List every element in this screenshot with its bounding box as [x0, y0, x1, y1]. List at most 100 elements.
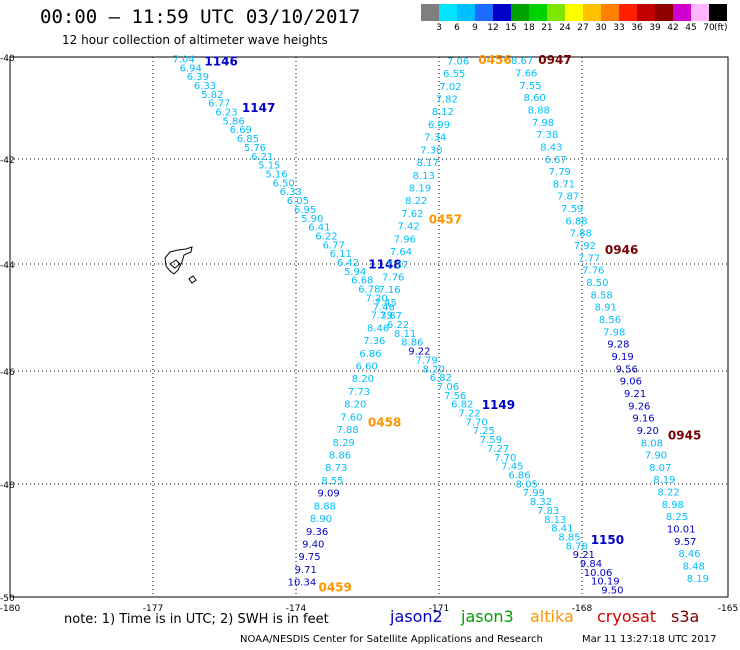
lon-tick-label: -168	[572, 604, 593, 614]
colorbar-tick-label: 24	[559, 23, 571, 33]
wave-height-label: 7.70	[494, 453, 516, 464]
wave-height-label: 5.82	[201, 90, 223, 101]
wave-height-label: 8.20	[352, 374, 374, 385]
colorbar-swatch	[457, 4, 475, 21]
wave-height-label: 7.70	[465, 417, 487, 428]
colorbar-swatch	[601, 4, 619, 21]
footnote: note: 1) Time is in UTC; 2) SWH is in fe…	[64, 612, 329, 627]
legend-entry-jason2: jason2	[390, 607, 443, 626]
wave-height-label: 6.21	[251, 152, 273, 163]
wave-height-label: 8.46	[367, 323, 389, 334]
wave-height-label: 8.86	[401, 338, 423, 349]
wave-height-label: 6.33	[280, 187, 302, 198]
wave-height-label: 10.01	[667, 525, 696, 536]
wave-height-label: 6.68	[351, 276, 373, 287]
wave-height-label: 7.56	[444, 391, 466, 402]
colorbar-tick-label: 45	[685, 23, 697, 33]
lon-tick-label: -171	[429, 604, 449, 614]
wave-height-label: 7.66	[515, 69, 537, 80]
legend-entry-altika: altika	[530, 607, 574, 626]
wave-height-label: 6.67	[544, 155, 566, 166]
wave-height-label: 8.43	[540, 142, 562, 153]
colorbar-swatch	[565, 4, 583, 21]
wave-height-label: 5.15	[258, 161, 280, 172]
colorbar-swatch	[475, 4, 493, 21]
wave-height-label: 7.87	[380, 311, 402, 322]
wave-height-label: 7.30	[420, 145, 442, 156]
pass-time-label: 0457	[429, 213, 462, 227]
wave-height-label: 7.02	[439, 82, 461, 93]
colorbar-swatch	[529, 4, 547, 21]
wave-height-label: 7.38	[536, 130, 558, 141]
colorbar-swatch	[421, 4, 439, 21]
wave-height-label: 7.59	[561, 204, 583, 215]
wave-height-label: 10.06	[584, 568, 613, 579]
wave-height-label: 8.22	[657, 488, 679, 499]
pass-time-label: 1150	[591, 533, 624, 547]
wave-height-label: 9.57	[674, 537, 696, 548]
wave-height-label: 6.60	[356, 362, 378, 373]
pass-time-label: 1147	[242, 101, 275, 115]
pass-time-label: 1149	[482, 398, 515, 412]
wave-height-label: 8.08	[641, 438, 663, 449]
wave-height-label: 6.05	[287, 196, 309, 207]
wave-height-label: 8.55	[321, 476, 343, 487]
wave-height-label: 9.19	[611, 352, 633, 363]
wave-height-label: 9.36	[306, 527, 328, 538]
colorbar-tick-label: 42	[667, 23, 679, 33]
wave-height-label: 9.26	[628, 401, 650, 412]
wave-height-label: 8.19	[687, 574, 709, 585]
colorbar-tick-label: 36	[631, 23, 643, 33]
colorbar-swatch	[655, 4, 673, 21]
wave-height-label: 9.84	[580, 559, 602, 570]
island-outline	[169, 259, 181, 269]
colorbar-swatch	[637, 4, 655, 21]
wave-height-label: 7.88	[570, 229, 592, 240]
wave-height-label: 9.21	[573, 550, 595, 561]
wave-height-label: 5.86	[222, 116, 244, 127]
wave-height-label: 6.88	[565, 216, 587, 227]
wave-height-label: 8.88	[528, 106, 550, 117]
pass-time-label: 0456	[478, 53, 511, 67]
wave-height-label: 8.88	[314, 501, 336, 512]
wave-height-label: 7.83	[537, 506, 559, 517]
colorbar-swatch	[439, 4, 457, 21]
wave-height-label: 7.25	[473, 426, 495, 437]
wave-height-label: 7.90	[645, 451, 667, 462]
wave-height-label: 7.55	[519, 81, 541, 92]
wave-height-label: 7.06	[437, 382, 459, 393]
colorbar-tick-label: 39	[649, 23, 661, 33]
lat-tick-label: -48	[0, 481, 15, 491]
wave-height-label: 7.76	[582, 266, 604, 277]
wave-height-label: 8.48	[683, 562, 705, 573]
islet-outline	[188, 275, 197, 284]
wave-height-label: 8.91	[595, 303, 617, 314]
wave-height-label: 7.45	[375, 298, 397, 309]
pass-time-label: 0459	[318, 581, 351, 595]
legend-entry-s3a: s3a	[671, 607, 700, 626]
wave-height-label: 7.73	[348, 387, 370, 398]
wave-height-label: 8.78	[566, 541, 588, 552]
wave-height-label: 7.22	[458, 409, 480, 420]
wave-height-label: 6.23	[215, 108, 237, 119]
wave-height-label: 7.76	[382, 273, 404, 284]
wave-height-label: 6.82	[451, 400, 473, 411]
wave-height-label: 7.62	[401, 209, 423, 220]
wave-height-label: 8.07	[649, 463, 671, 474]
lon-tick-label: -174	[286, 604, 307, 614]
wave-height-label: 5.76	[244, 143, 266, 154]
wave-height-label: 8.56	[599, 315, 621, 326]
lat-tick-label: -46	[0, 368, 15, 378]
wave-height-label: 7.98	[532, 118, 554, 129]
wave-height-label: 6.82	[430, 373, 452, 384]
wave-height-label: 8.29	[333, 438, 355, 449]
lat-tick-label: -40	[0, 54, 15, 64]
colorbar-swatch	[709, 4, 727, 21]
wave-height-label: 7.45	[501, 462, 523, 473]
wave-height-label: 6.55	[443, 69, 465, 80]
wave-height-label: 7.98	[603, 327, 625, 338]
pass-time-label: 1146	[204, 55, 237, 69]
wave-height-label: 8.17	[416, 158, 438, 169]
pass-time-label: 1148	[368, 258, 401, 272]
wave-height-label: 7.46	[373, 302, 395, 313]
